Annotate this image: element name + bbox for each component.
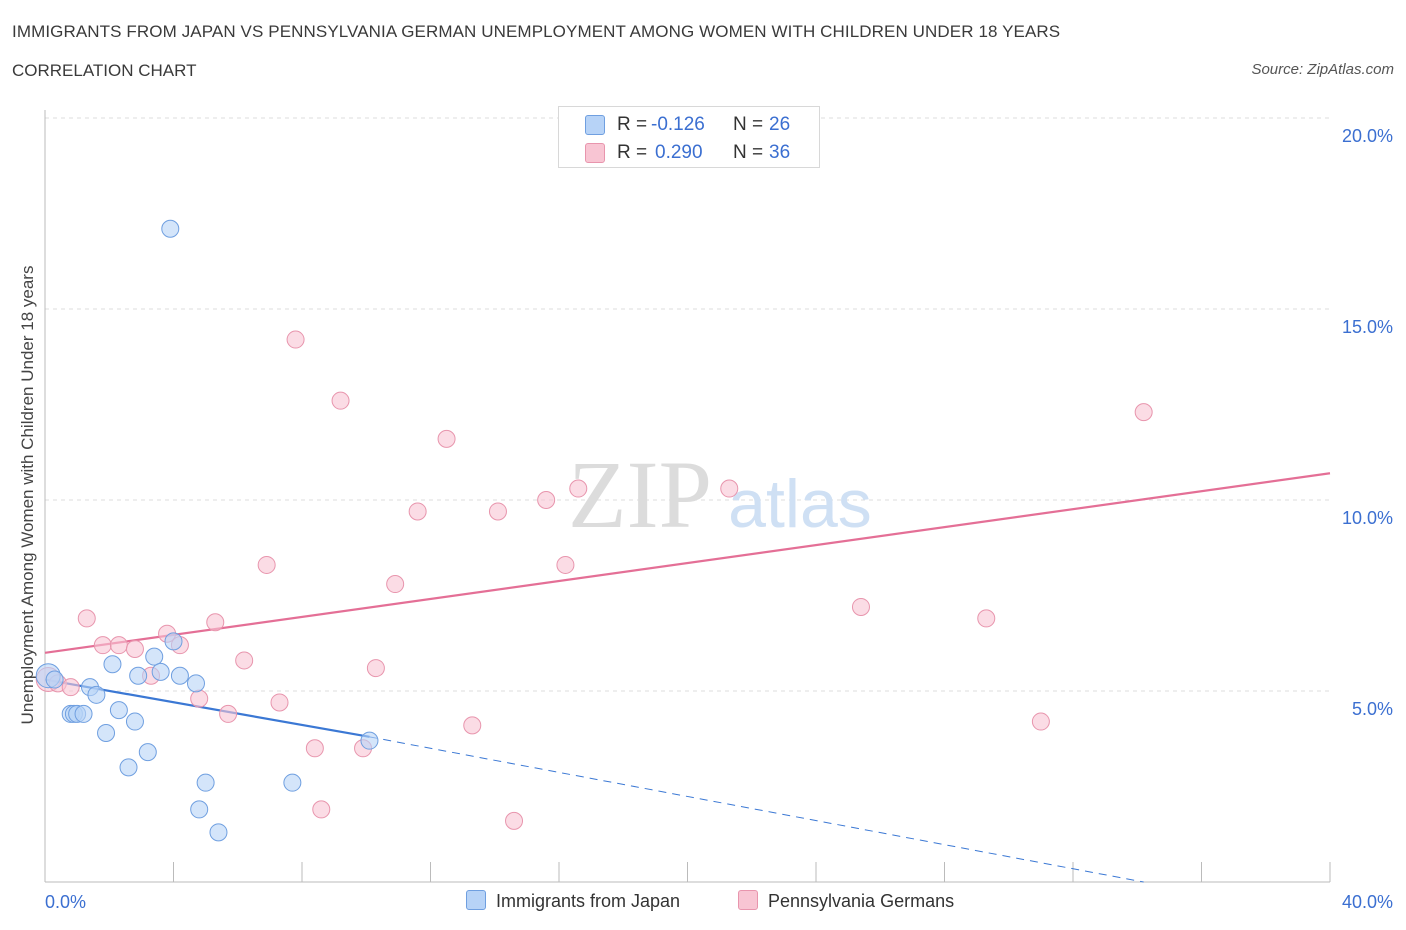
point-pennsylvania-germans bbox=[190, 689, 209, 708]
y-tick-label: 20.0% bbox=[1342, 126, 1393, 146]
point-immigrants-japan bbox=[161, 219, 180, 238]
legend-n-value-japan: 26 bbox=[769, 114, 791, 135]
point-pennsylvania-germans bbox=[235, 651, 254, 670]
bottom-legend-swatch-japan bbox=[466, 890, 486, 910]
watermark-zip: ZIP bbox=[568, 441, 712, 548]
point-pennsylvania-germans bbox=[1134, 403, 1153, 422]
point-immigrants-japan bbox=[170, 666, 189, 685]
legend-n-label: N = bbox=[733, 114, 764, 135]
point-pennsylvania-germans bbox=[305, 739, 324, 758]
point-pennsylvania-germans bbox=[488, 502, 507, 521]
point-pennsylvania-germans bbox=[109, 636, 128, 655]
chart-title: IMMIGRANTS FROM JAPAN VS PENNSYLVANIA GE… bbox=[12, 22, 1061, 41]
bottom-legend-penn: Pennsylvania Germans bbox=[738, 890, 954, 912]
source-note: Source: ZipAtlas.com bbox=[1251, 61, 1394, 78]
trend-line-pennsylvania-germans bbox=[44, 472, 1331, 654]
point-pennsylvania-germans bbox=[331, 391, 350, 410]
point-immigrants-japan bbox=[74, 704, 93, 723]
point-immigrants-japan bbox=[360, 731, 379, 750]
axes bbox=[44, 110, 1331, 883]
point-pennsylvania-germans bbox=[61, 678, 80, 697]
y-tick-label: 5.0% bbox=[1352, 699, 1393, 719]
point-pennsylvania-germans bbox=[720, 479, 739, 498]
watermark-atlas: atlas bbox=[728, 466, 872, 542]
data-points bbox=[35, 219, 1153, 842]
point-pennsylvania-germans bbox=[537, 491, 556, 509]
legend-r-value-japan: -0.126 bbox=[651, 114, 705, 135]
legend-swatch-japan bbox=[585, 115, 605, 135]
point-immigrants-japan bbox=[125, 712, 144, 731]
point-immigrants-japan bbox=[109, 701, 128, 720]
point-immigrants-japan bbox=[97, 724, 116, 743]
legend-n-label: N = bbox=[733, 142, 764, 163]
point-pennsylvania-germans bbox=[93, 636, 112, 655]
legend-r-label: R = bbox=[617, 142, 648, 163]
bottom-legend-label-penn: Pennsylvania Germans bbox=[768, 891, 955, 911]
point-pennsylvania-germans bbox=[408, 502, 427, 521]
point-immigrants-japan bbox=[209, 823, 228, 842]
point-immigrants-japan bbox=[103, 655, 122, 674]
point-pennsylvania-germans bbox=[977, 609, 996, 628]
point-pennsylvania-germans bbox=[437, 429, 456, 448]
point-pennsylvania-germans bbox=[125, 639, 144, 658]
point-pennsylvania-germans bbox=[851, 597, 870, 616]
point-immigrants-japan bbox=[87, 685, 106, 704]
point-immigrants-japan bbox=[283, 773, 302, 792]
point-pennsylvania-germans bbox=[366, 659, 385, 678]
point-pennsylvania-germans bbox=[386, 575, 405, 594]
grid-lines bbox=[45, 117, 1330, 692]
point-immigrants-japan bbox=[119, 758, 138, 777]
point-pennsylvania-germans bbox=[257, 555, 276, 574]
point-immigrants-japan bbox=[45, 670, 64, 689]
legend-r-value-penn: 0.290 bbox=[655, 142, 703, 163]
point-pennsylvania-germans bbox=[270, 693, 289, 712]
point-pennsylvania-germans bbox=[206, 613, 225, 632]
point-pennsylvania-germans bbox=[1031, 712, 1050, 731]
tick-labels: 5.0% 10.0% 15.0% 20.0% 0.0% 40.0% bbox=[45, 126, 1393, 912]
point-pennsylvania-germans bbox=[505, 811, 524, 830]
point-pennsylvania-germans bbox=[219, 704, 238, 723]
point-immigrants-japan bbox=[190, 800, 209, 819]
point-immigrants-japan bbox=[129, 666, 148, 685]
bottom-legend-label-japan: Immigrants from Japan bbox=[496, 891, 681, 911]
legend-r-label: R = bbox=[617, 114, 648, 135]
bottom-legend-japan: Immigrants from Japan bbox=[466, 890, 680, 912]
bottom-legend-swatch-penn bbox=[738, 890, 758, 910]
y-tick-label: 10.0% bbox=[1342, 508, 1393, 528]
point-immigrants-japan bbox=[138, 743, 157, 762]
point-pennsylvania-germans bbox=[569, 479, 588, 498]
point-immigrants-japan bbox=[186, 674, 205, 693]
point-pennsylvania-germans bbox=[312, 800, 331, 819]
legend-swatch-penn bbox=[585, 143, 605, 163]
correlation-legend: R = -0.126 N = 26 R = 0.290 N = 36 bbox=[558, 106, 820, 168]
point-pennsylvania-germans bbox=[286, 330, 305, 349]
point-pennsylvania-germans bbox=[463, 716, 482, 735]
legend-n-value-penn: 36 bbox=[769, 142, 791, 163]
point-pennsylvania-germans bbox=[556, 555, 575, 574]
y-tick-label: 15.0% bbox=[1342, 317, 1393, 337]
point-immigrants-japan bbox=[196, 773, 215, 792]
trend-line-immigrants-japan-extrapolated bbox=[369, 736, 1144, 883]
x-tick-label: 0.0% bbox=[45, 892, 86, 912]
point-immigrants-japan bbox=[151, 662, 170, 681]
point-immigrants-japan bbox=[164, 632, 183, 651]
point-immigrants-japan bbox=[145, 647, 164, 666]
chart-subtitle: CORRELATION CHART bbox=[12, 61, 197, 80]
point-pennsylvania-germans bbox=[77, 609, 96, 628]
x-tick-label: 40.0% bbox=[1342, 892, 1393, 912]
